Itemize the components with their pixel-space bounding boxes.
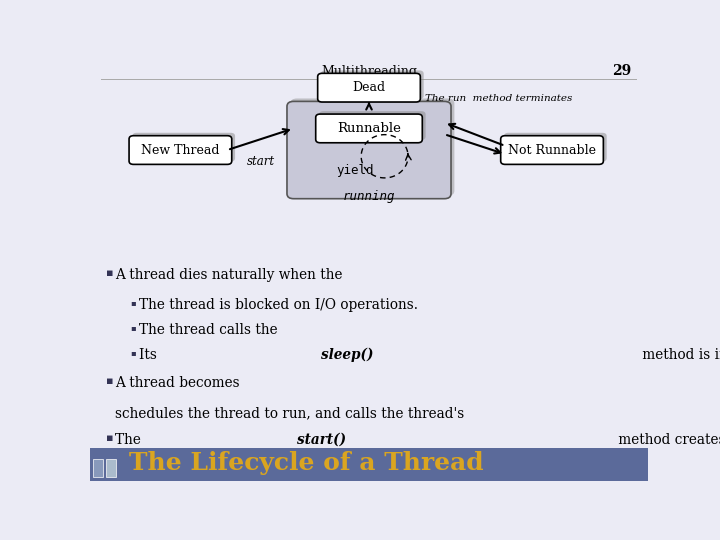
FancyBboxPatch shape (321, 70, 423, 99)
FancyBboxPatch shape (132, 133, 235, 161)
Text: Runnable: Runnable (337, 122, 401, 135)
Text: New Thread: New Thread (141, 144, 220, 157)
FancyBboxPatch shape (504, 133, 607, 161)
FancyBboxPatch shape (319, 111, 426, 140)
Text: Its: Its (139, 348, 161, 362)
FancyBboxPatch shape (290, 98, 454, 196)
Text: The run  method terminates: The run method terminates (425, 94, 572, 103)
Text: 29: 29 (612, 64, 631, 78)
Text: ▪: ▪ (106, 268, 113, 278)
Text: yield: yield (336, 164, 374, 177)
Text: schedules the thread to run, and calls the thread's: schedules the thread to run, and calls t… (115, 407, 469, 421)
FancyBboxPatch shape (318, 73, 420, 102)
Text: Dead: Dead (352, 81, 386, 94)
Text: sleep(): sleep() (320, 348, 373, 362)
FancyBboxPatch shape (315, 114, 423, 143)
Text: Not Runnable: Not Runnable (508, 144, 596, 157)
Text: The Lifecycle of a Thread: The Lifecycle of a Thread (129, 451, 484, 475)
Text: The: The (115, 433, 145, 447)
Text: ▪: ▪ (130, 348, 136, 357)
FancyBboxPatch shape (500, 136, 603, 164)
Text: ▪: ▪ (130, 323, 136, 332)
Text: Multithreading: Multithreading (321, 65, 417, 78)
Text: ▪: ▪ (130, 298, 136, 307)
Text: ▪: ▪ (106, 376, 113, 386)
Bar (94, 458, 104, 477)
Text: The thread is blocked on I/O operations.: The thread is blocked on I/O operations. (139, 298, 418, 312)
FancyBboxPatch shape (129, 136, 232, 164)
Text: ▪: ▪ (106, 433, 113, 443)
Text: start(): start() (297, 433, 346, 447)
Text: method creates the system resources necessary to run the thread,: method creates the system resources nece… (614, 433, 720, 447)
Text: method is invoked.: method is invoked. (639, 348, 720, 362)
Text: running: running (343, 190, 395, 203)
Bar (90, 448, 648, 481)
Bar (101, 78, 636, 80)
Text: The thread calls the: The thread calls the (139, 323, 282, 337)
Text: A thread becomes: A thread becomes (115, 376, 244, 390)
Bar (106, 458, 116, 477)
Text: start: start (246, 155, 274, 168)
FancyBboxPatch shape (287, 102, 451, 199)
Text: A thread dies naturally when the: A thread dies naturally when the (115, 268, 347, 282)
